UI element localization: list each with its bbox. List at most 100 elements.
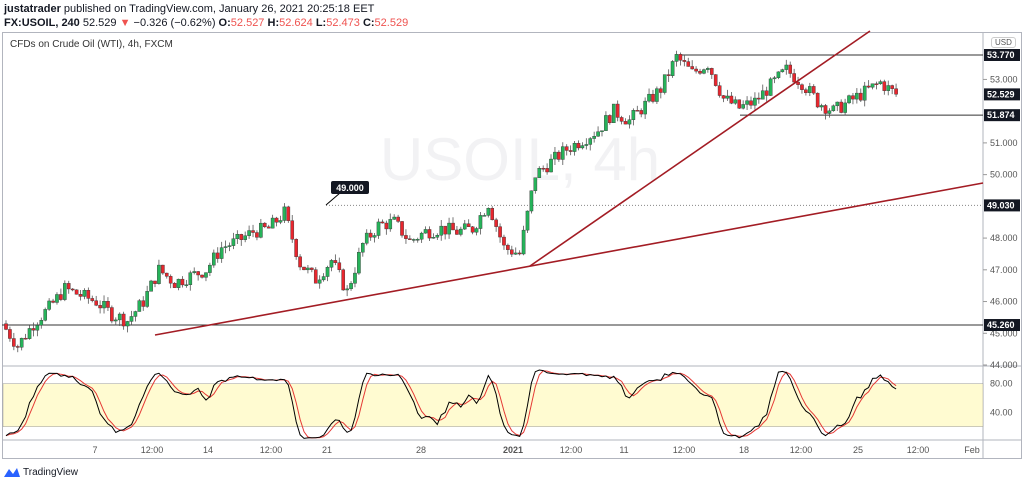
price-tick-label: 45.000 <box>990 328 1018 338</box>
candle-up <box>227 245 232 247</box>
candle-up <box>125 321 130 327</box>
price-tick-label: 51.000 <box>990 138 1018 148</box>
price-label-box <box>984 319 1020 332</box>
candle-up <box>184 284 189 286</box>
price-tick-label: 44.000 <box>990 360 1018 370</box>
stochastic-d-line <box>5 370 897 439</box>
candle-down <box>408 238 412 240</box>
candle-down <box>639 110 644 115</box>
currency-label[interactable]: USD <box>991 37 1016 48</box>
candle-up <box>525 210 530 231</box>
candle-up <box>325 267 330 277</box>
candle-up <box>604 115 608 131</box>
stochastic-tick-label: 80.00 <box>990 379 1013 389</box>
candle-down <box>400 221 404 236</box>
low-label: L: <box>315 17 327 29</box>
candle-up <box>392 216 396 220</box>
high-value: 52.624 <box>279 17 313 29</box>
watermark: USOIL, 4h <box>380 126 660 193</box>
candle-up <box>27 328 32 339</box>
candle-up <box>435 235 440 238</box>
candle-up <box>462 223 467 230</box>
time-tick-label: 11 <box>619 445 628 455</box>
candle-down <box>427 229 432 239</box>
candle-up <box>808 86 812 93</box>
tradingview-logo[interactable]: TradingView <box>4 466 78 478</box>
candle-down <box>659 88 663 93</box>
candle-up <box>129 316 134 322</box>
chart-frame[interactable] <box>2 32 1022 459</box>
candle-up <box>357 251 361 274</box>
high-label: H: <box>267 17 280 29</box>
price-tick-label: 48.000 <box>990 233 1018 243</box>
candle-down <box>874 83 879 85</box>
candle-down <box>70 288 75 291</box>
candle-down <box>576 142 581 149</box>
candle-up <box>482 215 487 217</box>
author[interactable]: justatrader <box>4 3 61 15</box>
candle-up <box>55 294 59 303</box>
price-label: 51.874 <box>987 110 1015 120</box>
candle-up <box>745 100 749 105</box>
candle-down <box>815 92 820 108</box>
candle-up <box>329 260 334 268</box>
candle-down <box>764 90 769 96</box>
candle-up <box>278 220 283 223</box>
candle-down <box>690 66 694 70</box>
candle-up <box>361 243 365 253</box>
candle-down <box>823 105 828 114</box>
candle-up <box>208 264 212 273</box>
price-label: 52.529 <box>987 89 1015 99</box>
candle-up <box>560 146 565 160</box>
candle-down <box>517 252 522 255</box>
candle-down <box>74 289 79 295</box>
open-value: 52.527 <box>230 17 265 29</box>
candle-down <box>333 260 338 263</box>
candle-down <box>86 290 91 299</box>
candle-up <box>733 99 738 104</box>
candle-up <box>219 247 224 259</box>
close-label: C: <box>362 17 375 29</box>
candle-down <box>8 329 12 339</box>
candle-down <box>12 338 16 347</box>
candle-up <box>259 222 263 238</box>
time-tick-label: 25 <box>853 445 863 455</box>
candle-down <box>694 68 698 72</box>
candle-down <box>200 274 204 278</box>
candle-down <box>404 235 408 239</box>
publish-info: justatrader published on TradingView.com… <box>4 3 374 15</box>
close-value: 52.529 <box>374 17 409 29</box>
candle-up <box>780 69 785 73</box>
candle-down <box>98 305 102 309</box>
candle-down <box>506 244 510 250</box>
candle-up <box>513 252 518 255</box>
price-label: 45.260 <box>987 320 1015 330</box>
price-label-box <box>984 49 1020 61</box>
candle-down <box>890 85 894 89</box>
candle-down <box>90 298 95 301</box>
candle-up <box>223 246 228 248</box>
candle-up <box>349 283 353 290</box>
candle-down <box>686 61 691 67</box>
candle-down <box>729 95 734 104</box>
candle-down <box>811 86 816 94</box>
candle-down <box>490 208 495 221</box>
candle-up <box>137 300 142 312</box>
candle-down <box>310 267 314 270</box>
price-label: 53.770 <box>987 50 1015 60</box>
candle-down <box>713 74 718 86</box>
candle-down <box>788 64 793 74</box>
stochastic-tick-label: 40.00 <box>990 407 1013 417</box>
candle-up <box>580 145 585 149</box>
candle-up <box>43 309 48 321</box>
candle-up <box>188 272 193 285</box>
candle-up <box>725 95 730 99</box>
candle-down <box>15 346 20 348</box>
candle-down <box>800 84 804 90</box>
candle-up <box>674 54 679 62</box>
time-tick-label: Feb <box>964 445 980 455</box>
candle-down <box>141 300 146 307</box>
candle-down <box>215 252 220 259</box>
candle-down <box>717 85 722 96</box>
